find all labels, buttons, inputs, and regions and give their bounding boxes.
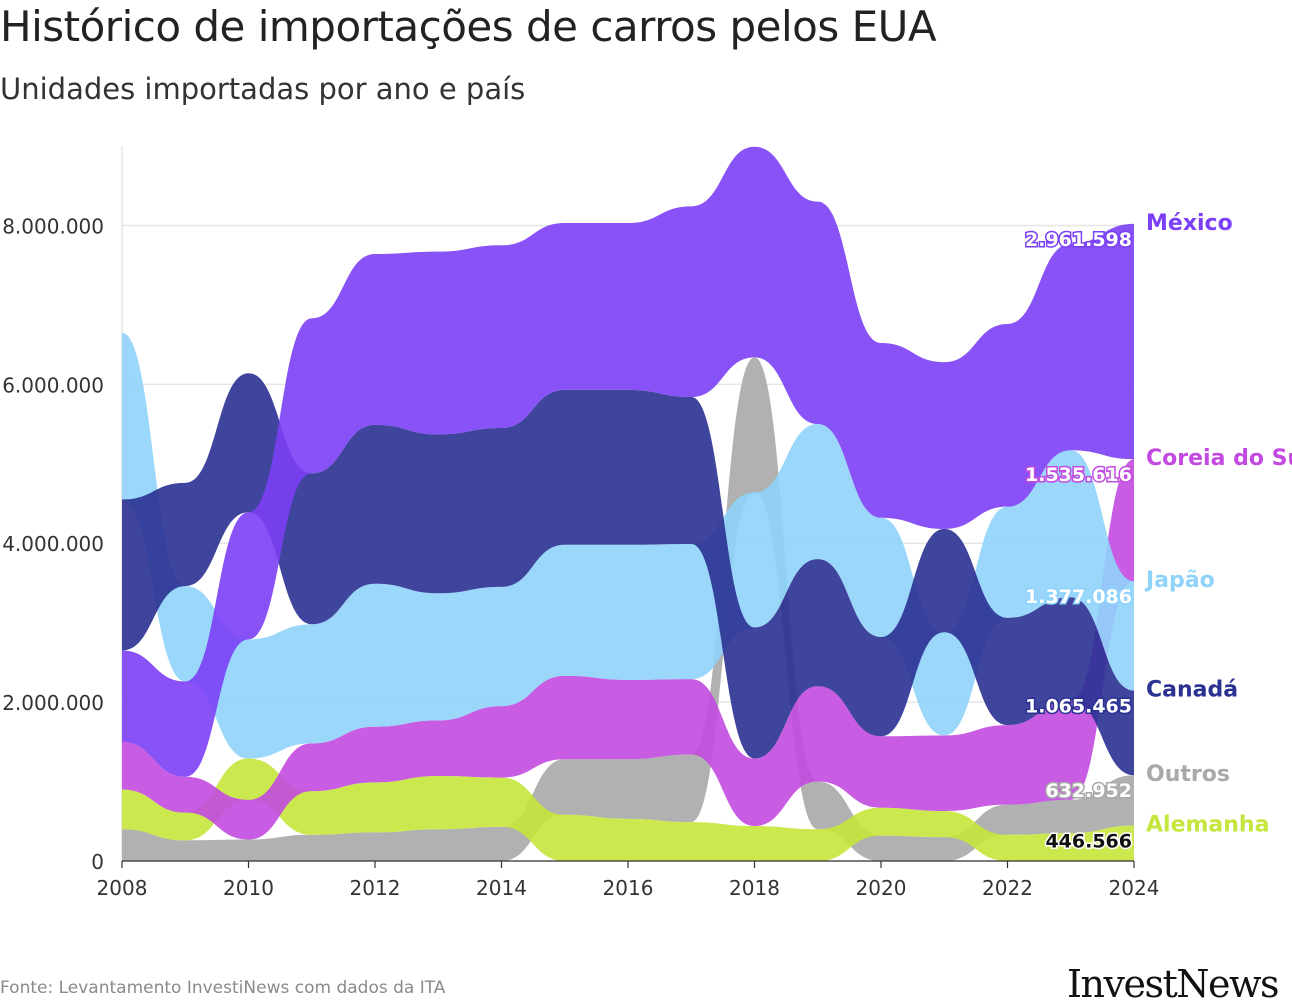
x-tick-label: 2018	[729, 876, 780, 900]
y-tick-label: 0	[91, 850, 104, 874]
end-value-label: 1.535.616	[1025, 464, 1132, 486]
legend-label: Canadá	[1146, 678, 1238, 703]
chart-subtitle: Unidades importadas por ano e país	[0, 72, 526, 106]
y-tick-label: 2.000.000	[2, 691, 104, 715]
end-value-label: 1.065.465	[1025, 696, 1132, 718]
x-tick-label: 2022	[982, 876, 1033, 900]
y-tick-label: 4.000.000	[2, 532, 104, 556]
series-area-coreia-do-sul	[122, 459, 1134, 840]
series-area-japao	[122, 332, 1134, 759]
legend-label: Japão	[1144, 568, 1215, 593]
x-tick-label: 2024	[1109, 876, 1160, 900]
end-value-label: 2.961.598	[1025, 229, 1132, 251]
stream-chart: 0 2.000.000 4.000.000 6.000.000 8.000.000 200…	[2, 146, 1292, 900]
brand-logo: InvestNews	[1067, 962, 1279, 1006]
chart-title: Histórico de importações de carros pelos…	[0, 2, 937, 51]
legend-label: Coreia do Sul	[1146, 446, 1292, 471]
series-area-mexico	[122, 146, 1134, 777]
y-tick-label: 6.000.000	[2, 373, 104, 397]
x-tick-label: 2020	[856, 876, 907, 900]
end-value-label: 446.566	[1045, 831, 1132, 853]
series-area-alemanha	[122, 758, 1134, 861]
end-value-label: 632.952	[1045, 780, 1132, 802]
x-tick-label: 2016	[603, 876, 654, 900]
source-note: Fonte: Levantamento InvestiNews com dado…	[0, 978, 446, 998]
legend-label: Outros	[1146, 762, 1230, 787]
x-tick-label: 2008	[97, 876, 148, 900]
series-areas	[122, 146, 1134, 861]
series-area-canada	[122, 373, 1134, 776]
end-value-label: 1.377.086	[1025, 586, 1132, 608]
series-area-outros	[122, 357, 1134, 861]
x-tick-label: 2014	[476, 876, 527, 900]
legend-label: Alemanha	[1146, 813, 1269, 838]
legend-label: México	[1146, 211, 1233, 236]
x-tick-label: 2012	[350, 876, 401, 900]
y-tick-label: 8.000.000	[2, 214, 104, 238]
end-value-labels: 2.961.598 1.535.616 1.377.086 1.065.465 632.…	[1024, 227, 1134, 854]
axes: 0 2.000.000 4.000.000 6.000.000 8.000.000 200…	[2, 214, 1159, 900]
legend-labels: México Coreia do Sul Japão Canadá Outros Alem…	[1144, 211, 1292, 838]
x-tick-label: 2010	[223, 876, 274, 900]
